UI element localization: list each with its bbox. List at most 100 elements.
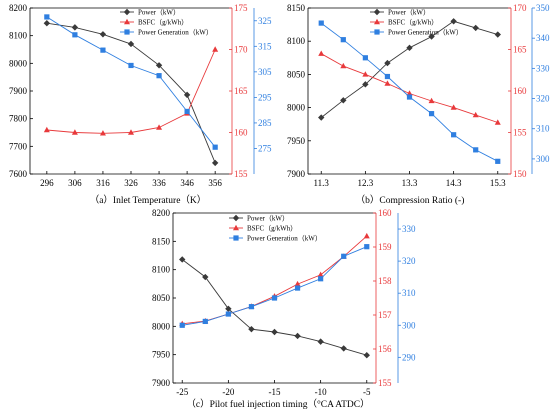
data-point-bsfc: [71, 129, 78, 135]
data-point-bsfc: [362, 71, 369, 77]
series-generation: [179, 244, 370, 328]
y-tick-label: 8100: [287, 36, 306, 46]
data-point-generation: [340, 37, 346, 43]
legend-marker-generation: [374, 29, 380, 35]
legend-label-generation: Power Generation（kW）: [247, 235, 322, 243]
y-tick-label: 7900: [152, 378, 171, 388]
y-tick-label: 7600: [9, 169, 28, 179]
bsfc-tick-label: 155: [378, 378, 392, 388]
bsfc-tick-label: 159: [378, 242, 392, 252]
generation-tick-label: 305: [258, 67, 272, 77]
data-point-generation: [72, 32, 78, 38]
data-point-generation: [406, 94, 413, 100]
y-tick-label: 7950: [152, 350, 171, 360]
data-point-generation: [364, 244, 370, 250]
generation-tick-label: 315: [258, 41, 272, 51]
data-point-power: [71, 24, 79, 31]
data-point-power: [248, 325, 255, 333]
generation-tick-label: 330: [402, 224, 416, 234]
data-point-generation: [100, 47, 106, 53]
y-tick-label: 8000: [152, 321, 171, 331]
y-tick-label: 7900: [9, 86, 28, 96]
x-tick-label: 336: [152, 178, 166, 188]
data-point-power: [99, 31, 107, 38]
series-bsfc: [43, 46, 219, 136]
bsfc-tick-label: 155: [234, 169, 248, 179]
generation-tick-label: 320: [402, 256, 416, 266]
legend-label-power: Power（kW）: [138, 9, 180, 17]
data-point-bsfc: [294, 280, 301, 287]
generation-tick-label: 300: [402, 320, 416, 330]
x-tick-label: 296: [40, 178, 54, 188]
bsfc-tick-label: 155: [513, 128, 527, 138]
data-point-bsfc: [472, 111, 479, 118]
x-tick-label: -10: [315, 387, 327, 397]
legend-label-bsfc: BSFC（g/kWh）: [138, 19, 188, 27]
series-line-bsfc: [182, 235, 368, 325]
data-point-generation: [202, 318, 208, 325]
y-tick-label: 8150: [287, 3, 306, 13]
data-point-bsfc: [156, 124, 163, 130]
series-bsfc: [179, 232, 370, 327]
chart-caption: （c）Pilot fuel injection timing（°CA ATDC）: [186, 398, 369, 410]
data-point-generation: [225, 311, 231, 317]
data-point-generation: [271, 295, 278, 301]
x-tick-label: 14.3: [446, 178, 462, 188]
data-point-generation: [184, 108, 190, 115]
generation-tick-label: 325: [258, 16, 272, 26]
data-point-power: [428, 33, 435, 40]
generation-tick-label: 320: [536, 94, 550, 104]
data-point-bsfc: [428, 97, 435, 104]
data-point-generation: [156, 73, 162, 79]
data-point-generation: [294, 285, 301, 291]
data-point-bsfc: [406, 90, 413, 96]
legend-label-bsfc: BSFC（g/kWh）: [247, 225, 297, 233]
legend-marker-generation: [124, 29, 130, 35]
data-point-power: [450, 18, 457, 25]
data-point-power: [363, 352, 370, 359]
legend-marker-bsfc: [124, 18, 130, 25]
data-point-bsfc: [494, 119, 501, 125]
y-tick-label: 8050: [152, 293, 171, 303]
chart-c: 7900 7950 8000 8050 8100 8150 8200 155 156 157 158…: [152, 208, 416, 410]
generation-tick-label: 350: [536, 3, 550, 13]
y-tick-label: 7900: [287, 169, 306, 179]
data-point-power: [211, 159, 219, 167]
data-point-power: [362, 81, 369, 88]
data-point-generation: [248, 304, 255, 310]
generation-tick-label: 340: [536, 33, 550, 43]
series-line-power: [181, 259, 367, 356]
x-tick-label: 15.3: [490, 178, 506, 188]
data-point-generation: [495, 158, 501, 164]
generation-tick-label: 300: [536, 154, 550, 164]
series-power: [43, 20, 219, 167]
legend-marker-power: [373, 8, 381, 16]
series-generation: [318, 20, 501, 164]
data-point-bsfc: [340, 62, 347, 69]
generation-tick-label: 275: [258, 143, 272, 153]
data-point-bsfc: [212, 46, 219, 52]
bsfc-tick-label: 165: [513, 45, 527, 55]
legend-label-generation: Power Generation（kW）: [388, 29, 463, 37]
legend: Power（kW） BSFC（g/kWh） Power Generation（kW）: [370, 9, 463, 37]
x-tick-label: 316: [96, 178, 110, 188]
series-power: [179, 256, 370, 359]
bsfc-tick-label: 160: [513, 86, 527, 96]
series-line-bsfc: [46, 49, 216, 134]
y-tick-label: 7800: [9, 114, 28, 124]
legend: Power（kW） BSFC（g/kWh） Power Generation（kW）: [120, 9, 213, 37]
data-point-power: [43, 20, 51, 27]
generation-tick-label: 290: [402, 352, 416, 362]
data-point-bsfc: [363, 232, 370, 239]
x-tick-label: -15: [269, 387, 281, 397]
x-tick-label: 356: [208, 178, 222, 188]
generation-tick-label: 285: [258, 118, 272, 128]
data-point-generation: [451, 132, 457, 138]
bsfc-tick-label: 175: [234, 3, 248, 13]
bsfc-tick-label: 150: [513, 169, 527, 179]
x-tick-label: 326: [124, 178, 138, 188]
generation-tick-label: 310: [536, 124, 550, 134]
x-tick-label: -20: [222, 387, 234, 397]
y-tick-label: 7700: [9, 141, 28, 151]
legend-marker-bsfc: [374, 18, 380, 25]
